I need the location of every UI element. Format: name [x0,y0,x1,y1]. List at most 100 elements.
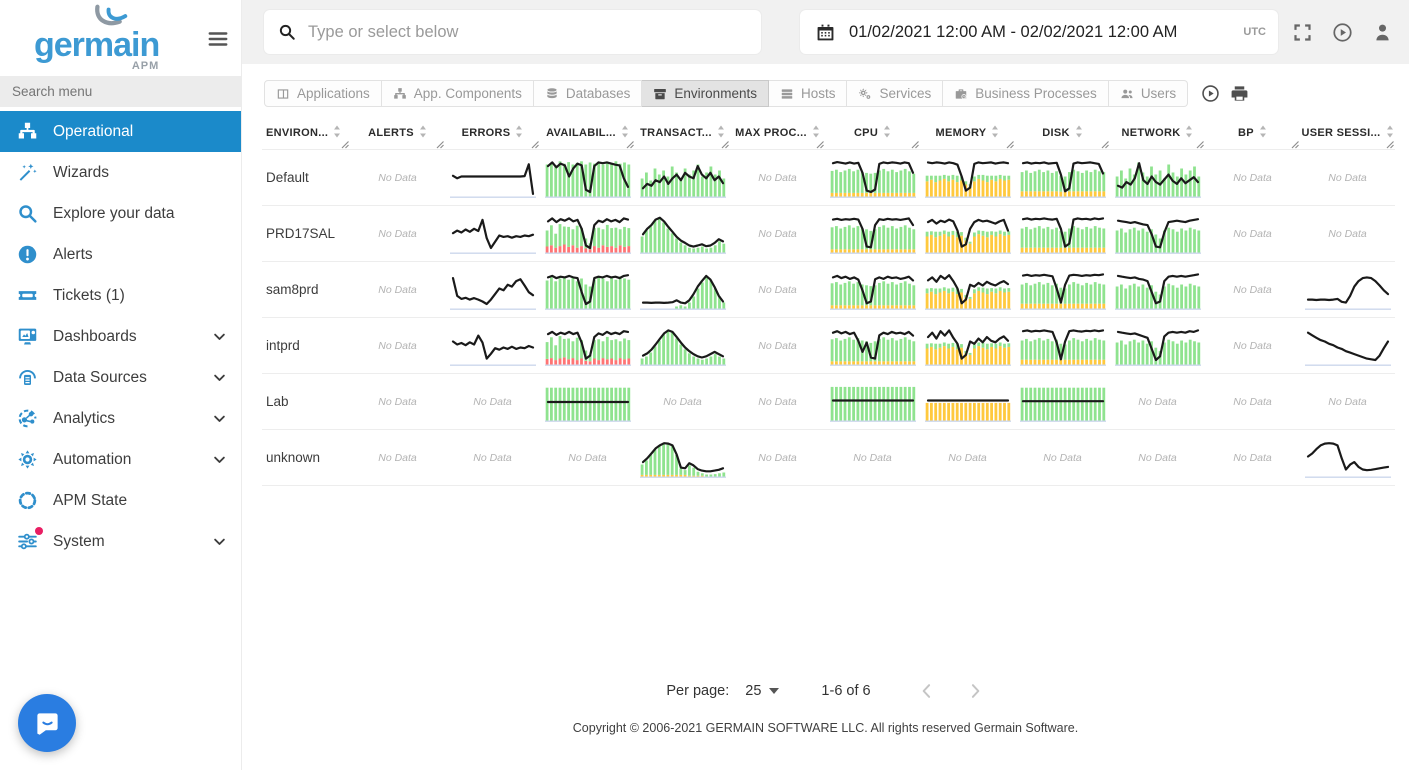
cell-user-sessi[interactable] [1300,261,1395,318]
cell-availabil[interactable] [540,149,635,206]
next-page-button[interactable] [965,681,985,701]
sort-icon[interactable] [1075,125,1083,138]
cell-errors[interactable] [445,149,540,206]
column-resize-handle[interactable] [530,140,539,149]
environment-name[interactable]: PRD17SAL [262,205,350,262]
sort-icon[interactable] [515,125,523,138]
cell-cpu[interactable] [825,317,920,374]
cell-disk[interactable] [1015,261,1110,318]
column-header-alerts[interactable]: ALERTS [350,115,445,150]
cell-cpu[interactable] [825,149,920,206]
sort-icon[interactable] [717,125,725,138]
column-header-availabil[interactable]: AVAILABIL... [540,115,635,150]
column-header-network[interactable]: NETWORK [1110,115,1205,150]
tab-databases[interactable]: Databases [533,80,643,107]
sort-icon[interactable] [1259,125,1267,138]
cell-disk[interactable] [1015,205,1110,262]
cell-availabil[interactable] [540,205,635,262]
sidebar-item-explore-your-data[interactable]: Explore your data [0,193,241,234]
tab-users[interactable]: Users [1108,80,1189,107]
cell-transact[interactable] [635,261,730,318]
column-header-disk[interactable]: DISK [1015,115,1110,150]
tab-services[interactable]: Services [847,80,944,107]
per-page-select[interactable]: 25 [745,683,780,699]
sidebar-item-apm-state[interactable]: APM State [0,480,241,521]
cell-availabil[interactable] [540,317,635,374]
sort-icon[interactable] [1185,125,1193,138]
environment-name[interactable]: intprd [262,317,350,374]
date-range-picker[interactable]: 01/02/2021 12:00 AM - 02/02/2021 12:00 A… [800,10,1278,54]
column-header-transact[interactable]: TRANSACT... [635,115,730,150]
fullscreen-icon[interactable] [1292,22,1313,43]
cell-cpu[interactable] [825,205,920,262]
cell-cpu[interactable] [825,373,920,430]
cell-memory[interactable] [920,373,1015,430]
cell-network[interactable] [1110,149,1205,206]
cell-availabil[interactable] [540,373,635,430]
sidebar-item-wizards[interactable]: Wizards [0,152,241,193]
cell-network[interactable] [1110,317,1205,374]
sort-icon[interactable] [812,125,820,138]
cell-transact[interactable] [635,205,730,262]
tab-hosts[interactable]: Hosts [768,80,848,107]
column-resize-handle[interactable] [1290,140,1299,149]
cell-memory[interactable] [920,149,1015,206]
prev-page-button[interactable] [917,681,937,701]
column-resize-handle[interactable] [435,140,444,149]
cell-transact[interactable] [635,149,730,206]
environment-name[interactable]: sam8prd [262,261,350,318]
cell-transact[interactable] [635,429,730,486]
cell-memory[interactable] [920,317,1015,374]
cell-disk[interactable] [1015,317,1110,374]
cell-network[interactable] [1110,205,1205,262]
sidebar-item-dashboards[interactable]: Dashboards [0,316,241,357]
play-circle-icon[interactable] [1332,22,1353,43]
filter-box[interactable] [264,10,761,54]
sort-icon[interactable] [621,125,629,138]
sidebar-item-analytics[interactable]: Analytics [0,398,241,439]
column-resize-handle[interactable] [815,140,824,149]
cell-disk[interactable] [1015,149,1110,206]
cell-availabil[interactable] [540,261,635,318]
environment-name[interactable]: Default [262,149,350,206]
column-resize-handle[interactable] [1385,140,1394,149]
sidebar-item-tickets-1[interactable]: Tickets (1) [0,275,241,316]
sidebar-item-operational[interactable]: Operational [0,111,241,152]
environment-name[interactable]: Lab [262,373,350,430]
play-circle-icon[interactable] [1201,84,1220,103]
tab-applications[interactable]: Applications [264,80,382,107]
sidebar-item-alerts[interactable]: Alerts [0,234,241,275]
hamburger-icon[interactable] [207,28,229,50]
column-header-errors[interactable]: ERRORS [445,115,540,150]
sidebar-item-automation[interactable]: Automation [0,439,241,480]
environment-name[interactable]: unknown [262,429,350,486]
column-resize-handle[interactable] [1195,140,1204,149]
sort-icon[interactable] [883,125,891,138]
cell-errors[interactable] [445,205,540,262]
column-header-max-proc[interactable]: MAX PROC... [730,115,825,150]
cell-network[interactable] [1110,261,1205,318]
column-resize-handle[interactable] [625,140,634,149]
sort-icon[interactable] [333,125,341,138]
cell-memory[interactable] [920,261,1015,318]
cell-memory[interactable] [920,205,1015,262]
column-resize-handle[interactable] [910,140,919,149]
column-resize-handle[interactable] [1005,140,1014,149]
cell-user-sessi[interactable] [1300,429,1395,486]
sort-icon[interactable] [1386,125,1394,138]
sidebar-item-system[interactable]: System [0,521,241,562]
filter-input[interactable] [308,22,747,42]
cell-disk[interactable] [1015,373,1110,430]
tab-environments[interactable]: Environments [642,80,769,107]
cell-errors[interactable] [445,317,540,374]
sidebar-search-input[interactable] [0,76,241,107]
cell-errors[interactable] [445,261,540,318]
column-resize-handle[interactable] [1100,140,1109,149]
tab-business-processes[interactable]: Business Processes [943,80,1109,107]
column-resize-handle[interactable] [720,140,729,149]
print-icon[interactable] [1230,84,1249,103]
column-resize-handle[interactable] [340,140,349,149]
column-header-environ[interactable]: ENVIRON... [262,115,350,150]
cell-cpu[interactable] [825,261,920,318]
sort-icon[interactable] [419,125,427,138]
